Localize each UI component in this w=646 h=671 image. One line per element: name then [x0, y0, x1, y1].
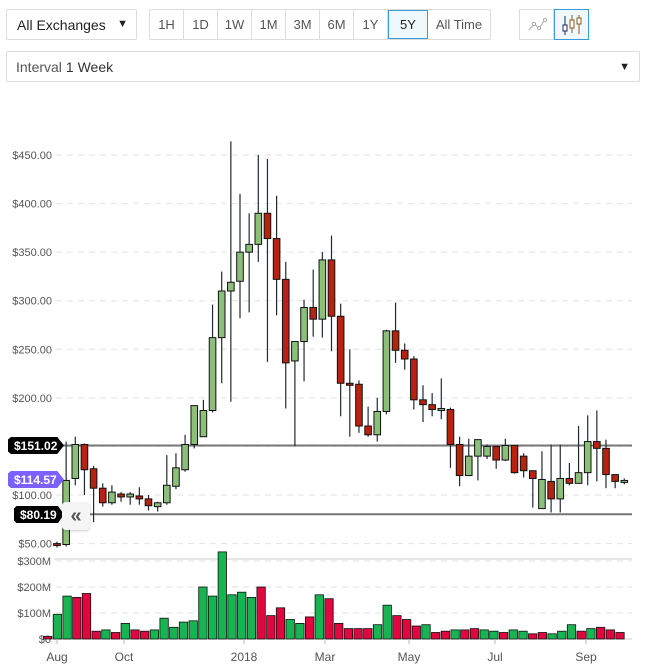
svg-text:Oct: Oct: [115, 650, 134, 664]
current-price-marker: $114.57: [8, 471, 64, 488]
line-chart-icon: [528, 17, 547, 30]
range-1d-button[interactable]: 1D: [184, 10, 218, 39]
range-6m-button[interactable]: 6M: [320, 10, 354, 39]
svg-text:$100.00: $100.00: [12, 490, 52, 502]
svg-text:$300M: $300M: [17, 556, 51, 568]
range-1y-button[interactable]: 1Y: [354, 10, 388, 39]
svg-text:Jul: Jul: [487, 650, 502, 664]
double-chevron-left-icon: «: [70, 504, 82, 527]
chart-type-toggle: [519, 9, 589, 40]
range-1m-button[interactable]: 1M: [252, 10, 286, 39]
low-price-marker: $80.19: [14, 506, 64, 523]
chevron-down-icon: ▼: [117, 18, 128, 30]
exchange-value: All Exchanges: [17, 16, 106, 33]
range-5y-button[interactable]: 5Y: [388, 10, 428, 39]
svg-text:$400.00: $400.00: [12, 199, 52, 211]
current-price-label: $114.57: [14, 472, 57, 487]
svg-text:2018: 2018: [231, 650, 258, 664]
time-range-group: 1H 1D 1W 1M 3M 6M 1Y 5Y All Time: [149, 9, 491, 40]
scroll-back-button[interactable]: «: [62, 502, 90, 530]
interval-label: Interval: [16, 58, 62, 75]
svg-text:Aug: Aug: [46, 650, 67, 664]
svg-text:$450.00: $450.00: [12, 150, 52, 162]
chevron-down-icon: ▼: [619, 61, 630, 73]
svg-text:$300.00: $300.00: [12, 296, 52, 308]
svg-text:$50.00: $50.00: [18, 539, 52, 551]
high-price-marker: $151.02: [8, 437, 64, 454]
svg-text:Sep: Sep: [575, 650, 597, 664]
svg-text:$200.00: $200.00: [12, 393, 52, 405]
interval-value: 1 Week: [65, 58, 114, 75]
range-1h-button[interactable]: 1H: [150, 10, 184, 39]
low-price-label: $80.19: [20, 507, 57, 522]
svg-text:$350.00: $350.00: [12, 247, 52, 259]
svg-text:$250.00: $250.00: [12, 344, 52, 356]
candlestick-icon: [562, 14, 581, 35]
exchange-dropdown[interactable]: All Exchanges ▼: [6, 9, 137, 40]
interval-dropdown[interactable]: Interval 1 Week ▼: [6, 51, 640, 82]
svg-text:$0: $0: [39, 634, 51, 646]
svg-text:$200M: $200M: [17, 582, 51, 594]
svg-text:May: May: [398, 650, 421, 664]
line-chart-button[interactable]: [519, 9, 554, 40]
svg-text:Mar: Mar: [315, 650, 336, 664]
svg-text:$100M: $100M: [17, 608, 51, 620]
candlestick-button[interactable]: [554, 9, 589, 40]
range-3m-button[interactable]: 3M: [286, 10, 320, 39]
range-all-time-button[interactable]: All Time: [435, 17, 483, 32]
high-price-label: $151.02: [14, 438, 58, 453]
range-1w-button[interactable]: 1W: [218, 10, 252, 39]
